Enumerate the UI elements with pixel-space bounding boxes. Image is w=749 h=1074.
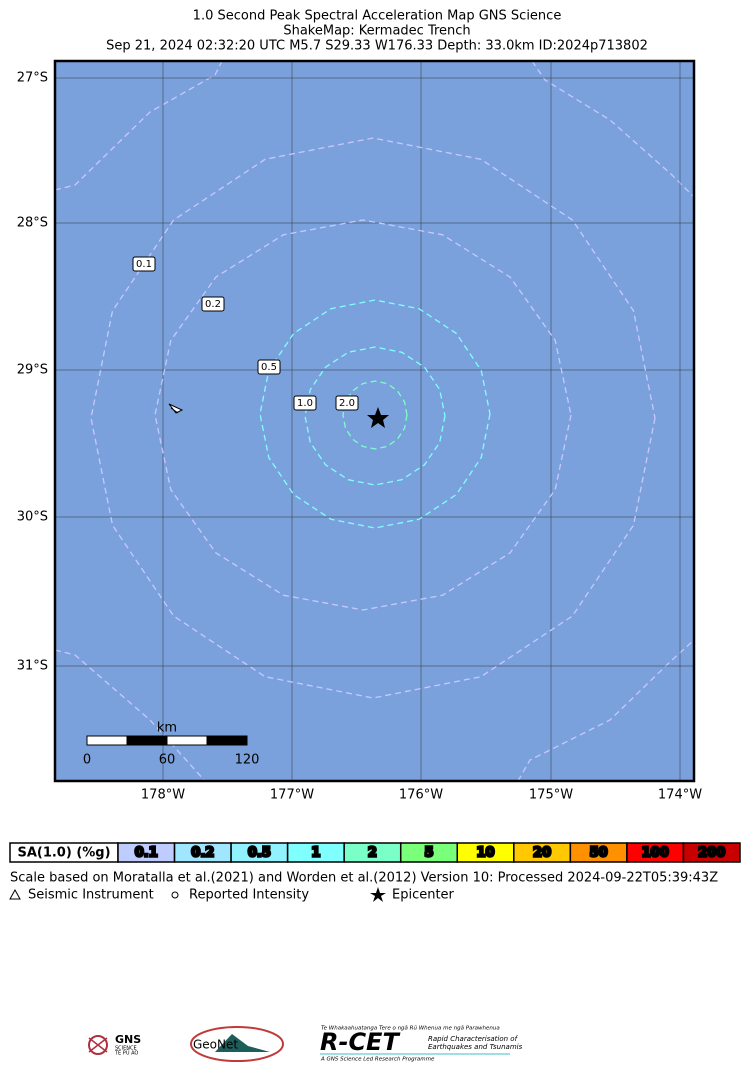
geonet-text: GeoNet	[193, 1038, 238, 1052]
contour-label-box	[132, 256, 156, 272]
contour-label: 0.5	[261, 362, 277, 373]
scale-bar	[86, 735, 248, 746]
rcet-text: R-CET	[320, 1028, 400, 1056]
lon-label: 177°W	[270, 788, 314, 803]
legend-value: 0.5	[248, 846, 271, 861]
title-line: Sep 21, 2024 02:32:20 UTC M5.7 S29.33 W1…	[106, 39, 648, 54]
contour-label-box	[293, 395, 317, 411]
legend-value: 1	[311, 846, 320, 861]
legend-value: 2	[368, 846, 377, 861]
legend-value: 0.2	[191, 846, 214, 861]
contour-line	[54, 649, 206, 782]
contour-line	[304, 346, 446, 486]
lon-label: 175°W	[529, 788, 573, 803]
legend-value: 0.1	[135, 846, 158, 861]
lat-label: 28°S	[17, 216, 48, 231]
gns-text: TE PŪ AO	[114, 1050, 138, 1057]
contour-line	[90, 137, 656, 699]
lat-label: 30°S	[17, 510, 48, 525]
title-line: ShakeMap: Kermadec Trench	[283, 24, 470, 39]
lat-label: 27°S	[17, 71, 48, 86]
gns-text: GNS	[115, 1033, 141, 1046]
lat-label: 31°S	[17, 659, 48, 674]
symbol-label: Epicenter	[392, 888, 455, 903]
rcet-text: Rapid Characterisation of	[428, 1035, 519, 1043]
lat-label: 29°S	[17, 363, 48, 378]
symbol-label: Reported Intensity	[189, 888, 309, 903]
contour-line	[259, 299, 491, 529]
legend-value: 10	[476, 846, 494, 861]
scale-tick: 60	[159, 753, 176, 768]
contour-label: 2.0	[339, 398, 355, 409]
rcet-text: Earthquakes and Tsunamis	[428, 1043, 523, 1051]
contour-label: 1.0	[297, 398, 313, 409]
legend-bar	[9, 842, 741, 863]
lon-label: 174°W	[658, 788, 702, 803]
contour-label: 0.2	[205, 299, 221, 310]
contours	[90, 137, 656, 699]
intensity-icon	[171, 891, 179, 899]
scale-tick: 120	[235, 753, 260, 768]
scale-tick: 0	[83, 753, 91, 768]
rcet-text: Te Whakaahuatanga Tere o ngā Rū Whenua m…	[321, 1026, 500, 1032]
symbol-label: Seismic Instrument	[28, 888, 154, 903]
seismic-instrument	[168, 403, 184, 414]
geonet-logo	[190, 1026, 284, 1062]
rcet-text: A GNS Science Led Research Programme	[320, 1057, 435, 1063]
legend-value: 20	[533, 846, 551, 861]
lon-label: 176°W	[399, 788, 443, 803]
epicenter-icon	[370, 887, 386, 902]
contour-line	[531, 60, 695, 198]
title-line: 1.0 Second Peak Spectral Acceleration Ma…	[193, 9, 562, 24]
contour-line	[342, 380, 408, 450]
outer-contours	[54, 60, 695, 782]
contour-label: 0.1	[136, 259, 152, 270]
contour-line	[54, 60, 223, 191]
legend-label: SA(1.0) (%g)	[17, 846, 110, 861]
footnote: Scale based on Moratalla et al.(2021) an…	[10, 871, 718, 886]
legend-value: 100	[642, 846, 669, 861]
lon-label: 178°W	[141, 788, 185, 803]
contour-label-box	[201, 296, 225, 312]
gns-text: SCIENCE	[115, 1046, 137, 1052]
legend-swatch	[682, 842, 741, 863]
epicenter-star	[367, 407, 389, 428]
scale-unit: km	[157, 721, 177, 736]
contour-label-box	[257, 359, 281, 375]
gns-logo	[88, 1035, 108, 1055]
map-frame	[53, 59, 696, 783]
graticule	[55, 61, 694, 781]
legend-value: 200	[698, 846, 725, 861]
contour-line	[517, 639, 695, 782]
legend-value: 50	[590, 846, 608, 861]
legend-value: 5	[424, 846, 433, 861]
instrument-icon	[9, 888, 21, 900]
contour-line	[154, 219, 572, 611]
contour-label-box	[335, 395, 359, 411]
